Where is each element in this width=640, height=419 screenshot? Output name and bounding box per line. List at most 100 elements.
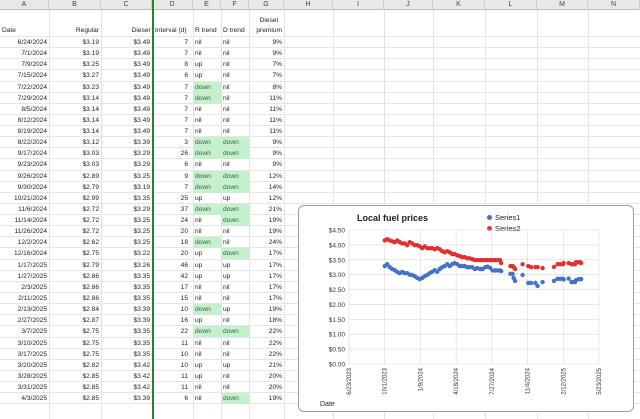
cell-regular[interactable]: $3.03 <box>82 160 99 168</box>
cell-diesel[interactable]: $3.35 <box>133 194 150 202</box>
cell-premium[interactable]: 22% <box>268 339 282 347</box>
cell-diesel[interactable]: $3.35 <box>133 272 150 280</box>
cell-premium[interactable]: 11% <box>269 94 282 102</box>
cell-premium[interactable]: 19% <box>268 394 282 402</box>
column-header-j[interactable]: J <box>384 0 433 10</box>
cell-interval[interactable]: 26 <box>180 149 188 157</box>
cell-interval[interactable]: 46 <box>180 261 188 269</box>
cell-premium[interactable]: 8% <box>272 83 282 91</box>
cell-d-trend[interactable]: up <box>223 272 231 280</box>
cell-regular[interactable]: $3.27 <box>82 71 99 79</box>
cell-interval[interactable]: 6 <box>184 394 188 402</box>
cell-d-trend[interactable]: nil <box>223 238 230 246</box>
column-header-n[interactable]: N <box>588 0 640 10</box>
cell-r-trend[interactable]: nil <box>195 116 202 124</box>
cell-date[interactable]: 12/16/2024 <box>13 249 47 257</box>
cell-interval[interactable]: 7 <box>184 94 188 102</box>
column-header-a[interactable]: A <box>0 0 49 10</box>
header-date[interactable]: Date <box>2 27 16 34</box>
cell-diesel[interactable]: $3.39 <box>133 305 150 313</box>
cell-premium[interactable]: 14% <box>268 183 282 191</box>
cell-interval[interactable]: 10 <box>180 350 188 358</box>
cell-d-trend[interactable]: nil <box>223 160 230 168</box>
column-header-c[interactable]: C <box>101 0 152 10</box>
cell-r-trend[interactable]: nil <box>195 294 202 302</box>
cell-r-trend[interactable]: up <box>195 60 203 68</box>
cell-interval[interactable]: 6 <box>184 71 188 79</box>
cell-diesel[interactable]: $3.25 <box>133 238 150 246</box>
cell-interval[interactable]: 15 <box>180 294 188 302</box>
cell-regular[interactable]: $3.14 <box>82 116 99 124</box>
cell-d-trend[interactable]: down <box>221 181 249 193</box>
cell-r-trend[interactable]: down <box>193 181 221 193</box>
column-header-h[interactable]: H <box>284 0 333 10</box>
cell-r-trend[interactable]: up <box>195 316 203 324</box>
cell-d-trend[interactable]: up <box>223 261 231 269</box>
cell-interval[interactable]: 7 <box>184 83 188 91</box>
header-r-trend[interactable]: R trend <box>195 27 217 34</box>
cell-diesel[interactable]: $3.35 <box>133 350 150 358</box>
cell-interval[interactable]: 16 <box>180 316 188 324</box>
cell-premium[interactable]: 17% <box>268 283 282 291</box>
cell-d-trend[interactable]: down <box>221 392 249 404</box>
cell-r-trend[interactable]: nil <box>195 127 202 135</box>
cell-d-trend[interactable]: nil <box>223 283 230 291</box>
cell-diesel[interactable]: $3.49 <box>133 116 150 124</box>
cell-d-trend[interactable]: nil <box>223 294 230 302</box>
cell-interval[interactable]: 7 <box>184 183 188 191</box>
cell-premium[interactable]: 12% <box>268 194 282 202</box>
cell-d-trend[interactable]: nil <box>223 127 230 135</box>
cell-interval[interactable]: 11 <box>181 339 188 347</box>
cell-premium[interactable]: 20% <box>268 372 282 380</box>
cell-diesel[interactable]: $3.49 <box>133 94 150 102</box>
cell-premium[interactable]: 17% <box>268 249 282 257</box>
cell-regular[interactable]: $2.99 <box>82 194 99 202</box>
cell-interval[interactable]: 3 <box>184 138 188 146</box>
cell-r-trend[interactable]: down <box>193 203 221 215</box>
cell-date[interactable]: 3/17/2025 <box>17 350 47 358</box>
cell-regular[interactable]: $2.75 <box>82 350 99 358</box>
cell-diesel[interactable]: $3.49 <box>133 49 150 57</box>
cell-date[interactable]: 2/13/2025 <box>17 305 47 313</box>
cell-diesel[interactable]: $3.49 <box>133 105 150 113</box>
cell-date[interactable]: 8/12/2024 <box>17 116 47 124</box>
cell-r-trend[interactable]: nil <box>195 283 202 291</box>
cell-date[interactable]: 11/6/2024 <box>18 205 47 213</box>
cell-date[interactable]: 1/17/2025 <box>17 261 47 269</box>
cell-diesel[interactable]: $3.49 <box>133 38 150 46</box>
cell-r-trend[interactable]: nil <box>195 49 202 57</box>
cell-date[interactable]: 3/10/2025 <box>17 339 47 347</box>
cell-regular[interactable]: $2.79 <box>82 261 99 269</box>
header-premium-line1[interactable]: Diesel <box>259 17 278 24</box>
cell-interval[interactable]: 18 <box>180 238 188 246</box>
cell-r-trend[interactable]: down <box>193 136 221 148</box>
cell-regular[interactable]: $3.03 <box>82 149 99 157</box>
cell-regular[interactable]: $3.14 <box>82 127 99 135</box>
cell-r-trend[interactable]: up <box>195 372 203 380</box>
cell-d-trend[interactable]: nil <box>223 316 230 324</box>
cell-r-trend[interactable]: down <box>193 303 221 315</box>
cell-r-trend[interactable]: nil <box>195 394 202 402</box>
cell-d-trend[interactable]: nil <box>223 116 230 124</box>
cell-date[interactable]: 3/31/2025 <box>17 383 47 391</box>
cell-diesel[interactable]: $3.25 <box>133 227 150 235</box>
cell-r-trend[interactable]: down <box>193 170 221 182</box>
cell-date[interactable]: 12/2/2024 <box>17 238 47 246</box>
cell-date[interactable]: 9/17/2024 <box>17 149 47 157</box>
cell-r-trend[interactable]: nil <box>195 339 202 347</box>
cell-date[interactable]: 8/22/2024 <box>17 138 47 146</box>
cell-regular[interactable]: $2.85 <box>82 372 99 380</box>
cell-regular[interactable]: $2.72 <box>82 227 99 235</box>
column-header-i[interactable]: I <box>333 0 384 10</box>
cell-premium[interactable]: 9% <box>272 149 282 157</box>
header-d-trend[interactable]: D trend <box>223 27 245 34</box>
cell-premium[interactable]: 9% <box>272 138 282 146</box>
cell-date[interactable]: 11/14/2024 <box>14 216 47 224</box>
cell-date[interactable]: 7/29/2024 <box>17 94 47 102</box>
cell-d-trend[interactable]: nil <box>223 94 230 102</box>
cell-d-trend[interactable]: up <box>223 361 231 369</box>
cell-regular[interactable]: $2.86 <box>82 294 99 302</box>
cell-d-trend[interactable]: down <box>221 136 249 148</box>
cell-r-trend[interactable]: nil <box>195 350 202 358</box>
cell-interval[interactable]: 6 <box>184 160 188 168</box>
